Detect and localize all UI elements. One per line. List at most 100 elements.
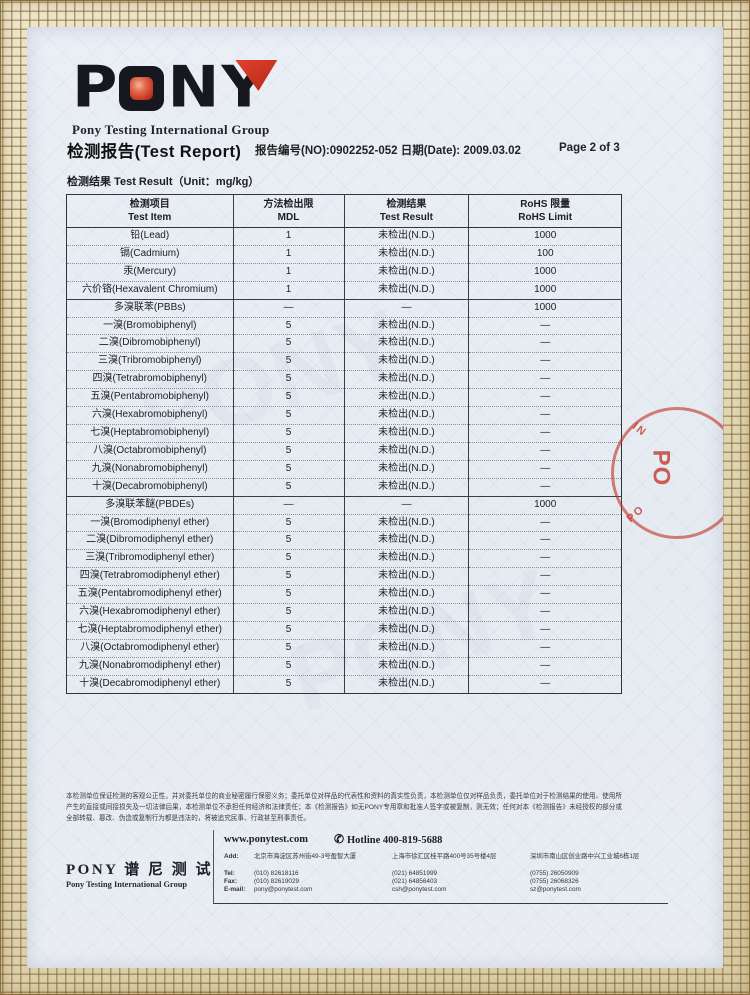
office-tel: (021) 64851999 [391, 870, 438, 877]
cell-mdl: 5 [232, 406, 344, 425]
cell-mdl: 5 [232, 657, 344, 676]
footer-brand: PONY 谱 尼 测 试 Pony Testing International … [66, 830, 213, 904]
table-row: 七溴(Heptabromobiphenyl) 5 未检出(N.D.) — [66, 424, 622, 443]
cell-result: 未检出(N.D.) [343, 460, 469, 479]
cell-mdl: — [232, 496, 344, 514]
office-column: 深圳市南山区创业路中兴工业城6栋1层 (0755) 26050909 (0755) … [530, 853, 668, 895]
cell-result: 未检出(N.D.) [343, 478, 469, 497]
cell-item: 多溴联苯醚(PBDEs) [105, 498, 195, 510]
cell-limit: 1000 [468, 263, 622, 282]
website-url: www.ponytest.com [223, 834, 308, 845]
cell-item: 七溴(Heptabromobiphenyl) [90, 426, 210, 438]
office-tel: (010) 82618116 [253, 870, 299, 877]
cell-mdl: 5 [232, 460, 344, 479]
cell-limit: — [468, 424, 622, 443]
table-row: 八溴(Octabromobiphenyl) 5 未检出(N.D.) — [66, 442, 622, 461]
cell-item: 八溴(Octabromobiphenyl) [93, 444, 207, 456]
test-table-body: 铅(Lead) 1 未检出(N.D.) 1000 镉(Cadmium) 1 未检出(N.D.… [66, 227, 622, 694]
cell-limit: — [468, 406, 622, 425]
report-number-and-date: 报告编号(NO):0902252-052 日期(Date): 2009.03.0… [255, 145, 521, 157]
cell-limit: 1000 [468, 227, 622, 246]
cell-result: 未检出(N.D.) [343, 531, 469, 550]
contact-details: www.ponytest.com ✆ Hotline 400-819-5688 A… [212, 830, 668, 904]
cell-limit: — [468, 603, 622, 622]
cell-result: 未检出(N.D.) [343, 442, 469, 461]
table-row: 六溴(Hexabromobiphenyl) 5 未检出(N.D.) — [66, 406, 622, 425]
cell-mdl: 5 [232, 621, 344, 640]
footer-brand-cn: PONY 谱 尼 测 试 [66, 862, 213, 878]
cell-limit: — [468, 567, 622, 586]
cell-item: 八溴(Octabromodiphenyl ether) [80, 641, 220, 653]
table-row: 镉(Cadmium) 1 未检出(N.D.) 100 [66, 245, 622, 264]
cell-limit: — [468, 639, 622, 658]
table-row: 一溴(Bromobiphenyl) 5 未检出(N.D.) — [66, 317, 622, 335]
cell-mdl: 5 [232, 388, 344, 407]
cell-result: 未检出(N.D.) [343, 263, 469, 282]
table-row: 多溴联苯(PBBs) — —1000 [66, 299, 622, 318]
cell-mdl: — [232, 299, 344, 318]
cell-mdl: 5 [232, 603, 344, 622]
phone-icon: ✆ [333, 832, 345, 846]
cell-result: 未检出(N.D.) [343, 567, 469, 586]
cell-result: 未检出(N.D.) [343, 585, 469, 604]
pony-logo-word: P N Y [72, 52, 278, 121]
cell-mdl: 5 [232, 639, 344, 658]
office-fax: (021) 64856403 [391, 878, 438, 886]
cell-item: 二溴(Dibromobiphenyl) [98, 337, 201, 349]
cell-item: 汞(Mercury) [123, 265, 177, 277]
office-column: 上海市徐汇区桂平路400号35号楼4层 (021) 64851999 (021) 6… [392, 853, 530, 895]
office-email: pony@ponytest.com [253, 886, 313, 894]
cell-result: 未检出(N.D.) [343, 334, 469, 353]
cell-item: 九溴(Nonabromodiphenyl ether) [78, 659, 221, 671]
report-title: 检测报告(Test Report) [67, 143, 242, 161]
cell-item: 六价铬(Hexavalent Chromium) [81, 283, 218, 295]
cell-limit: — [468, 442, 622, 461]
table-row: 二溴(Dibromodiphenyl ether) 5 未检出(N.D.) — [66, 531, 622, 550]
office-column: 北京市海淀区苏州街49-3号盈智大厦 (010) 82618116 (010) 82… [254, 853, 392, 895]
logo-letter-n: N [167, 52, 219, 121]
cell-item: 六溴(Hexabromodiphenyl ether) [79, 606, 221, 618]
cell-limit: — [468, 317, 622, 335]
cell-mdl: 5 [232, 675, 344, 694]
table-row: 二溴(Dibromobiphenyl) 5 未检出(N.D.) — [66, 334, 622, 353]
cell-mdl: 5 [232, 370, 344, 389]
cell-item: 五溴(Pentabromodiphenyl ether) [77, 588, 222, 600]
cell-mdl: 5 [232, 317, 344, 335]
logo-red-square-icon [130, 77, 154, 100]
cell-limit: — [468, 549, 622, 568]
cell-mdl: 5 [232, 585, 344, 604]
cell-limit: — [468, 657, 622, 676]
cell-mdl: 5 [232, 442, 344, 461]
red-company-stamp: IN PO PO [611, 407, 723, 539]
cell-limit: 1000 [468, 496, 622, 514]
cell-result: 未检出(N.D.) [343, 549, 469, 568]
cell-item: 铅(Lead) [130, 230, 170, 241]
cell-item: 十溴(Decabromodiphenyl ether) [79, 677, 221, 689]
cell-mdl: 5 [232, 531, 344, 550]
cell-item: 二溴(Dibromodiphenyl ether) [86, 534, 214, 546]
table-row: 十溴(Decabromodiphenyl ether) 5 未检出(N.D.) — [66, 675, 622, 694]
office-fax: (010) 82619029 [253, 878, 300, 886]
table-row: 六价铬(Hexavalent Chromium) 1 未检出(N.D.) 1000 [66, 281, 622, 300]
table-row: 一溴(Bromodiphenyl ether) 5 未检出(N.D.) — [66, 514, 622, 532]
cell-item: 三溴(Tribromodiphenyl ether) [85, 552, 215, 564]
cell-limit: — [468, 585, 622, 604]
cell-limit: 100 [468, 245, 622, 264]
table-row: 三溴(Tribromodiphenyl ether) 5 未检出(N.D.) — [66, 549, 622, 568]
table-row: 四溴(Tetrabromodiphenyl ether) 5 未检出(N.D.) — [66, 567, 622, 586]
office-addr: 深圳市南山区创业路中兴工业城6栋1层 [529, 853, 640, 860]
office-email: sz@ponytest.com [529, 886, 581, 894]
cell-item: 四溴(Tetrabromodiphenyl ether) [79, 570, 220, 582]
header-mdl: 方法检出限 MDL [232, 194, 344, 228]
cell-limit: — [468, 388, 622, 407]
cell-limit: — [468, 478, 622, 497]
cell-limit: — [468, 460, 622, 479]
cell-item: 镉(Cadmium) [120, 247, 180, 259]
cell-item: 六溴(Hexabromobiphenyl) [91, 409, 208, 421]
table-row: 汞(Mercury) 1 未检出(N.D.) 1000 [66, 263, 622, 282]
cell-mdl: 5 [232, 514, 344, 532]
cell-mdl: 5 [232, 549, 344, 568]
cell-item: 三溴(Tribromobiphenyl) [97, 355, 202, 367]
office-addr: 上海市徐汇区桂平路400号35号楼4层 [391, 853, 497, 860]
